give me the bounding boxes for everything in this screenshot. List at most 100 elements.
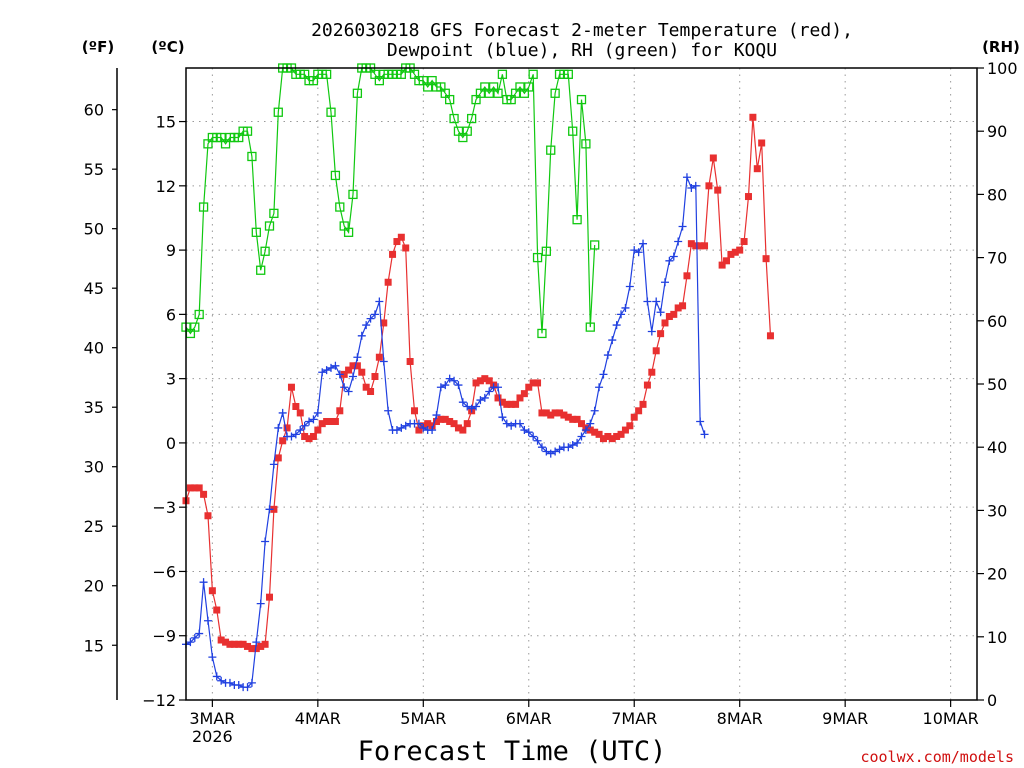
temperature-point — [186, 484, 194, 492]
temperature-point — [766, 332, 774, 340]
temperature-point — [630, 413, 638, 421]
dewpoint-point — [458, 398, 467, 407]
rh-line — [185, 67, 596, 335]
dewpoint-point — [450, 376, 459, 385]
dewpoint-point — [278, 408, 287, 417]
temperature-point — [213, 606, 221, 614]
temperature-point — [595, 430, 603, 438]
temperature-point — [591, 428, 599, 436]
temperature-point — [687, 240, 695, 248]
rh-point — [194, 309, 204, 320]
temperature-point — [239, 640, 247, 648]
dewpoint-point — [485, 387, 494, 396]
temperature-point — [661, 319, 669, 327]
dewpoint-point — [203, 616, 212, 625]
rh-point — [330, 170, 341, 181]
dewpoint-point — [643, 297, 652, 306]
time-tick-label: 9MAR — [822, 709, 868, 728]
dewpoint-point — [665, 256, 674, 265]
dewpoint-point — [441, 381, 450, 390]
temperature-point — [327, 417, 335, 425]
temperature-point — [718, 261, 726, 269]
dewpoint-series — [182, 173, 709, 692]
temperature-point — [727, 250, 735, 258]
dewpoint-point — [190, 633, 199, 642]
temperature-point — [520, 390, 528, 398]
dewpoint-point — [647, 327, 656, 336]
rh-point — [541, 246, 551, 256]
rh-point — [343, 227, 354, 237]
rh-point — [572, 215, 582, 225]
dewpoint-point — [274, 423, 283, 432]
dewpoint-point — [243, 683, 252, 692]
temperature-point — [204, 512, 212, 520]
fahrenheit-tick-label: 40 — [84, 339, 104, 358]
rh-point — [576, 94, 587, 105]
dewpoint-point — [296, 426, 305, 435]
dewpoint-point — [300, 421, 309, 430]
temperature-point — [406, 358, 414, 366]
rh-point — [532, 252, 543, 263]
temperature-point — [740, 238, 748, 246]
dewpoint-point — [195, 629, 204, 638]
dewpoint-point — [370, 310, 379, 319]
temperature-point — [318, 420, 326, 428]
temperature-point — [331, 417, 339, 425]
dewpoint-point — [621, 303, 630, 312]
dewpoint-point — [472, 402, 481, 411]
dewpoint-point — [348, 372, 357, 381]
celsius-tick-label: 6 — [166, 305, 176, 324]
dewpoint-point — [432, 411, 441, 420]
dewpoint-point — [379, 357, 388, 366]
rh-point — [537, 328, 547, 339]
dewpoint-point — [603, 351, 612, 360]
dewpoint-point — [366, 314, 375, 323]
dewpoint-point — [546, 449, 555, 458]
dewpoint-point — [362, 321, 371, 330]
fahrenheit-tick-label: 35 — [84, 398, 104, 417]
dewpoint-point — [590, 406, 599, 415]
temperature-point — [753, 165, 761, 173]
time-tick-label: 7MAR — [611, 709, 657, 728]
temperature-point — [665, 313, 673, 321]
temperature-point — [586, 426, 594, 434]
temperature-point — [498, 398, 506, 406]
temperature-point — [367, 387, 375, 395]
dewpoint-point — [595, 383, 604, 392]
dewpoint-point — [652, 297, 661, 306]
dewpoint-point — [353, 353, 362, 362]
time-tick-label: 6MAR — [506, 709, 552, 728]
rh-point — [563, 69, 573, 79]
celsius-tick-label: 0 — [166, 434, 176, 453]
plot-frame — [185, 67, 978, 701]
temperature-point — [758, 139, 766, 147]
temperature-point — [762, 255, 770, 263]
rh-point — [550, 88, 560, 98]
time-tick-label: 4MAR — [295, 709, 341, 728]
temperature-point — [613, 432, 621, 440]
rh-tick-label: 30 — [987, 501, 1007, 520]
temperature-point — [314, 426, 322, 434]
temperature-series — [182, 113, 774, 653]
rh-tick-label: 10 — [987, 628, 1007, 647]
temperature-point — [244, 642, 252, 650]
temperature-point — [709, 154, 717, 162]
temperature-point — [705, 182, 713, 190]
temperature-point — [538, 409, 546, 417]
temperature-point — [195, 484, 203, 492]
dewpoint-point — [581, 426, 590, 435]
temperature-point — [503, 400, 511, 408]
temperature-point — [397, 233, 405, 241]
dewpoint-point — [225, 678, 234, 687]
dewpoint-point — [256, 599, 265, 608]
rh-point — [568, 126, 578, 136]
temperature-point — [744, 193, 752, 201]
dewpoint-point — [234, 681, 243, 690]
dewpoint-point — [634, 248, 643, 257]
temperature-point — [349, 362, 357, 370]
dewpoint-point — [208, 653, 217, 662]
temperature-point — [270, 505, 278, 513]
dewpoint-point — [617, 310, 626, 319]
